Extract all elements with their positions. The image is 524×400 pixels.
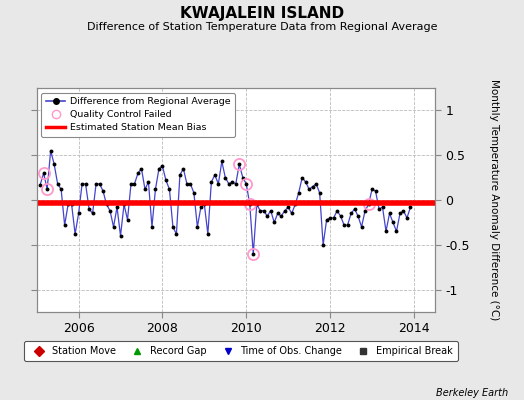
Legend: Station Move, Record Gap, Time of Obs. Change, Empirical Break: Station Move, Record Gap, Time of Obs. C… [24, 342, 458, 361]
Y-axis label: Monthly Temperature Anomaly Difference (°C): Monthly Temperature Anomaly Difference (… [489, 79, 499, 321]
Legend: Difference from Regional Average, Quality Control Failed, Estimated Station Mean: Difference from Regional Average, Qualit… [41, 93, 235, 137]
Text: Difference of Station Temperature Data from Regional Average: Difference of Station Temperature Data f… [87, 22, 437, 32]
Text: KWAJALEIN ISLAND: KWAJALEIN ISLAND [180, 6, 344, 21]
Text: Berkeley Earth: Berkeley Earth [436, 388, 508, 398]
